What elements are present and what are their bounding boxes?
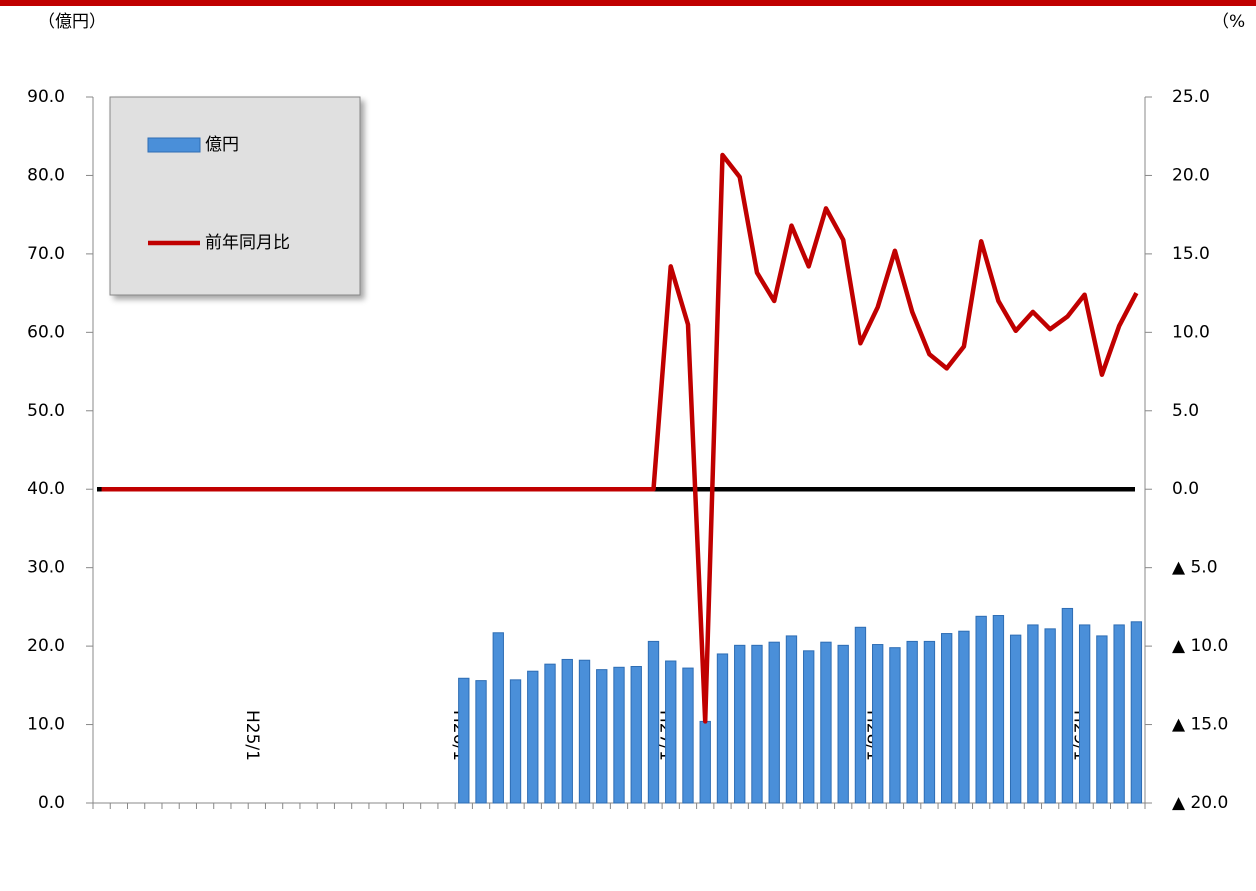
y-tick-label: 90.0 xyxy=(27,87,65,107)
bar xyxy=(647,640,660,804)
bar xyxy=(940,633,953,804)
bar xyxy=(716,653,729,804)
bar xyxy=(1113,624,1125,804)
y2-tick-label: 0.0 xyxy=(1172,479,1199,499)
bar xyxy=(872,644,884,804)
bar xyxy=(527,670,539,804)
bar xyxy=(561,658,573,804)
y-tick-label: 0.0 xyxy=(38,793,65,813)
bar xyxy=(803,650,815,804)
y2-tick-label: ▲ 10.0 xyxy=(1172,636,1228,656)
bar xyxy=(1009,634,1022,804)
y2-tick-label: 20.0 xyxy=(1172,165,1210,185)
bar xyxy=(665,660,677,804)
line xyxy=(101,152,1139,724)
legend-label: 前年同月比 xyxy=(205,233,290,253)
bar xyxy=(768,641,780,804)
top-band xyxy=(0,0,1256,6)
bar xyxy=(578,659,591,804)
bar xyxy=(854,626,867,804)
bar xyxy=(889,647,901,804)
y-tick-label: 40.0 xyxy=(27,479,65,499)
bar xyxy=(785,635,798,804)
bar xyxy=(734,644,746,804)
y2-tick-label: 15.0 xyxy=(1172,244,1210,264)
bar xyxy=(699,720,711,804)
bar xyxy=(1130,621,1143,804)
legend-label: 億円 xyxy=(205,135,239,155)
bar xyxy=(906,640,918,804)
bar xyxy=(751,644,763,804)
bar xyxy=(682,667,694,804)
bar xyxy=(958,630,970,804)
y2-tick-label: 5.0 xyxy=(1172,401,1199,421)
bar xyxy=(975,615,987,804)
y-tick-label: 10.0 xyxy=(27,715,65,735)
bar xyxy=(475,680,487,804)
bar xyxy=(1061,607,1074,804)
bar xyxy=(596,669,608,804)
bar xyxy=(613,666,625,804)
y2-tick-label: ▲ 15.0 xyxy=(1172,715,1228,735)
bar xyxy=(923,640,936,804)
y-tick-label: 80.0 xyxy=(27,165,65,185)
y2-tick-label: 10.0 xyxy=(1172,322,1210,342)
bar xyxy=(1027,624,1039,804)
bar xyxy=(1044,628,1056,804)
legend-box xyxy=(109,96,361,296)
bar xyxy=(492,632,504,804)
y-tick-label: 60.0 xyxy=(27,322,65,342)
y2-tick-label: 25.0 xyxy=(1172,87,1210,107)
bar xyxy=(992,615,1005,804)
y-tick-label: 70.0 xyxy=(27,244,65,264)
bar xyxy=(458,677,470,804)
bar xyxy=(837,644,849,804)
y-unit-label: （億円） xyxy=(38,12,106,32)
bar xyxy=(630,666,642,804)
y-tick-label: 20.0 xyxy=(27,636,65,656)
y-tick-label: 50.0 xyxy=(27,401,65,421)
legend-swatch xyxy=(147,137,201,153)
bar xyxy=(544,663,556,804)
y-tick-label: 30.0 xyxy=(27,558,65,578)
x-tick-label: H25/1 xyxy=(242,710,262,761)
bar xyxy=(820,641,832,804)
y2-tick-label: ▲ 5.0 xyxy=(1172,558,1218,578)
y2-unit-label: （% xyxy=(1212,12,1245,32)
bar xyxy=(1096,635,1108,804)
bar xyxy=(1078,624,1091,804)
bar xyxy=(509,679,522,804)
y2-tick-label: ▲ 20.0 xyxy=(1172,793,1228,813)
